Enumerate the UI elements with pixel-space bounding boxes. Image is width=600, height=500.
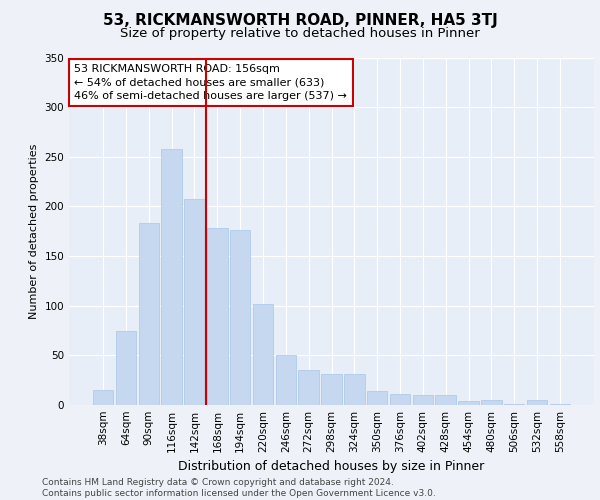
Bar: [184, 200, 205, 405]
Y-axis label: Number of detached properties: Number of detached properties: [29, 144, 39, 319]
Bar: [527, 400, 547, 405]
Bar: [321, 374, 342, 405]
Text: 53 RICKMANSWORTH ROAD: 156sqm
← 54% of detached houses are smaller (633)
46% of : 53 RICKMANSWORTH ROAD: 156sqm ← 54% of d…: [74, 64, 347, 101]
Text: 53, RICKMANSWORTH ROAD, PINNER, HA5 3TJ: 53, RICKMANSWORTH ROAD, PINNER, HA5 3TJ: [103, 12, 497, 28]
Bar: [436, 395, 456, 405]
Bar: [116, 330, 136, 405]
Bar: [390, 394, 410, 405]
Text: Contains HM Land Registry data © Crown copyright and database right 2024.
Contai: Contains HM Land Registry data © Crown c…: [42, 478, 436, 498]
Bar: [458, 401, 479, 405]
Bar: [275, 356, 296, 405]
Bar: [139, 224, 159, 405]
Bar: [298, 370, 319, 405]
Bar: [230, 230, 250, 405]
X-axis label: Distribution of detached houses by size in Pinner: Distribution of detached houses by size …: [178, 460, 485, 473]
Bar: [481, 400, 502, 405]
Bar: [550, 404, 570, 405]
Bar: [161, 149, 182, 405]
Bar: [413, 395, 433, 405]
Bar: [344, 374, 365, 405]
Text: Size of property relative to detached houses in Pinner: Size of property relative to detached ho…: [120, 28, 480, 40]
Bar: [93, 390, 113, 405]
Bar: [253, 304, 273, 405]
Bar: [504, 404, 524, 405]
Bar: [367, 391, 388, 405]
Bar: [207, 228, 227, 405]
